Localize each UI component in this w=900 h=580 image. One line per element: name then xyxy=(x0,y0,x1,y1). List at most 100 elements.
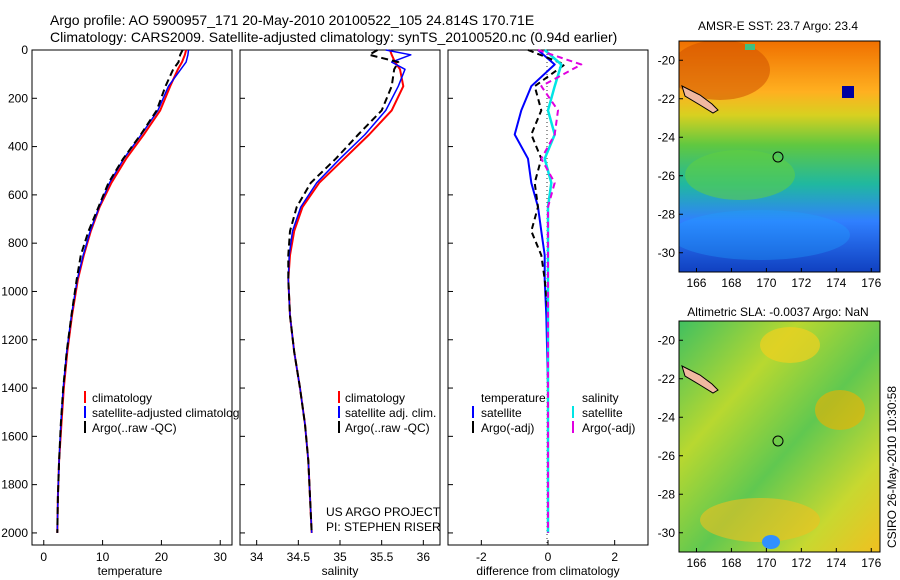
sla-map-image xyxy=(679,321,880,552)
y-tick-label: 2000 xyxy=(1,526,28,540)
legend-swatch-argo xyxy=(338,421,340,433)
legend-swatch-sal-argo xyxy=(572,421,574,433)
sla-yellow-patch-1 xyxy=(760,327,820,363)
sla-map-panel: Altimetric SLA: -0.0037 Argo: NaN 166 168… xyxy=(658,305,882,570)
map-y-tick-label: -22 xyxy=(658,92,676,106)
sla-map-ticks: 166 168 170 172 174 176 -20 -22 -24 -26 -28 -30 xyxy=(658,333,882,570)
sla-coastline xyxy=(681,365,719,394)
legend-swatch-temp-argo xyxy=(472,421,474,433)
map-y-tick-label: -24 xyxy=(658,410,676,424)
sst-map-ticks: 166 168 170 172 174 176 -20 -22 -24 -26 -28 -30 xyxy=(658,53,882,290)
map-x-tick-label: 174 xyxy=(826,556,846,570)
y-tick-label: 600 xyxy=(8,188,28,202)
difference-panel: -2 0 2 difference from climatology tempera… xyxy=(447,49,649,578)
x-tick-label: 30 xyxy=(214,550,228,564)
legend-label-temp-argo: Argo(-adj) xyxy=(481,421,534,435)
legend-title-salinity: salinity xyxy=(582,391,619,405)
temperature-xlabel: temperature xyxy=(98,564,163,578)
x-tick-label: 20 xyxy=(155,550,169,564)
x-tick-label: 0 xyxy=(545,550,552,564)
series-line-satellite xyxy=(56,49,190,533)
temperature-legend: climatology satellite-adjusted climatolo… xyxy=(84,391,245,435)
series-line-salinity-argo xyxy=(537,49,583,533)
x-tick-label: -2 xyxy=(476,550,487,564)
legend-swatch-satellite xyxy=(84,406,86,418)
difference-xlabel: difference from climatology xyxy=(476,564,619,578)
y-tick-label: 0 xyxy=(21,43,28,57)
sst-map-frame xyxy=(678,40,881,273)
sla-map-title: Altimetric SLA: -0.0037 Argo: NaN xyxy=(687,305,868,319)
legend-label-sal-argo: Argo(-adj) xyxy=(582,421,635,435)
difference-ticks: -2 0 2 xyxy=(448,49,618,564)
map-x-tick-label: 172 xyxy=(791,556,811,570)
x-tick-label: 0 xyxy=(40,550,47,564)
map-y-tick-label: -20 xyxy=(658,333,676,347)
temperature-ticks: 0 10 20 30 0 200 400 600 800 1000 1200 1400 1600 1800… xyxy=(1,43,227,564)
project-line-1: US ARGO PROJECT xyxy=(326,505,441,519)
map-y-tick-label: -30 xyxy=(658,246,676,260)
map-y-tick-label: -24 xyxy=(658,130,676,144)
map-x-tick-label: 172 xyxy=(791,276,811,290)
salinity-lines xyxy=(287,49,412,533)
legend-title-temperature: temperature xyxy=(481,391,546,405)
x-tick-label: 36 xyxy=(417,550,431,564)
map-x-tick-label: 174 xyxy=(826,276,846,290)
series-line-argo xyxy=(56,49,184,533)
map-y-tick-label: -30 xyxy=(658,526,676,540)
y-tick-label: 200 xyxy=(8,91,28,105)
map-x-tick-label: 166 xyxy=(686,556,706,570)
map-x-tick-label: 176 xyxy=(861,276,881,290)
sst-warm-patch xyxy=(679,41,770,100)
sla-yellow-patch-2 xyxy=(815,390,865,430)
header-line-1: Argo profile: AO 5900957_171 20-May-2010… xyxy=(50,12,534,28)
legend-label-climatology: climatology xyxy=(345,391,405,405)
series-line-argo xyxy=(287,49,400,533)
side-timestamp-label: CSIRO 26-May-2010 10:30:58 xyxy=(885,386,899,548)
salinity-legend: climatology satellite adj. clim. Argo(..… xyxy=(338,391,436,435)
map-y-tick-label: -26 xyxy=(658,169,676,183)
x-tick-label: 34.5 xyxy=(287,550,311,564)
legend-label-argo: Argo(..raw -QC) xyxy=(345,421,430,435)
sst-green-patch xyxy=(685,150,795,200)
legend-swatch-temp-satellite xyxy=(472,406,474,418)
temperature-axes-box xyxy=(31,49,233,546)
map-y-tick-label: -28 xyxy=(658,487,676,501)
legend-swatch-climatology xyxy=(338,391,340,403)
legend-label-sal-satellite: satellite xyxy=(582,406,623,420)
sla-yellow-patch-3 xyxy=(700,498,820,542)
difference-legend: temperature satellite Argo(-adj) salinit… xyxy=(472,391,635,435)
temperature-lines xyxy=(56,49,190,533)
map-x-tick-label: 168 xyxy=(721,276,741,290)
x-tick-label: 2 xyxy=(611,550,618,564)
legend-label-climatology: climatology xyxy=(92,391,152,405)
y-tick-label: 1400 xyxy=(1,381,28,395)
map-y-tick-label: -28 xyxy=(658,207,676,221)
sst-map-image xyxy=(679,41,880,272)
temperature-panel: 0 10 20 30 0 200 400 600 800 1000 1200 1400 1600 1800… xyxy=(1,43,245,578)
map-x-tick-label: 166 xyxy=(686,276,706,290)
difference-lines xyxy=(513,49,583,533)
sla-blue-spot xyxy=(762,535,780,549)
legend-swatch-climatology xyxy=(84,391,86,403)
legend-label-satellite: satellite-adjusted climatology xyxy=(92,406,245,420)
sst-cyan-patch xyxy=(679,210,850,260)
legend-label-satellite: satellite adj. clim. xyxy=(345,406,436,420)
map-y-tick-label: -26 xyxy=(658,449,676,463)
legend-label-temp-satellite: satellite xyxy=(481,406,522,420)
y-tick-label: 1200 xyxy=(1,333,28,347)
map-x-tick-label: 176 xyxy=(861,556,881,570)
legend-swatch-satellite xyxy=(338,406,340,418)
legend-swatch-sal-satellite xyxy=(572,406,574,418)
salinity-axes-box xyxy=(239,49,441,546)
sst-map-title: AMSR-E SST: 23.7 Argo: 23.4 xyxy=(698,19,858,33)
x-tick-label: 34 xyxy=(250,550,264,564)
sst-coastline xyxy=(681,85,719,114)
y-tick-label: 400 xyxy=(8,140,28,154)
legend-label-argo: Argo(..raw -QC) xyxy=(92,421,177,435)
y-tick-label: 1000 xyxy=(1,284,28,298)
x-tick-label: 10 xyxy=(96,550,110,564)
project-line-2: PI: STEPHEN RISER xyxy=(326,520,441,534)
sst-float-marker xyxy=(772,151,784,163)
map-x-tick-label: 170 xyxy=(756,276,776,290)
